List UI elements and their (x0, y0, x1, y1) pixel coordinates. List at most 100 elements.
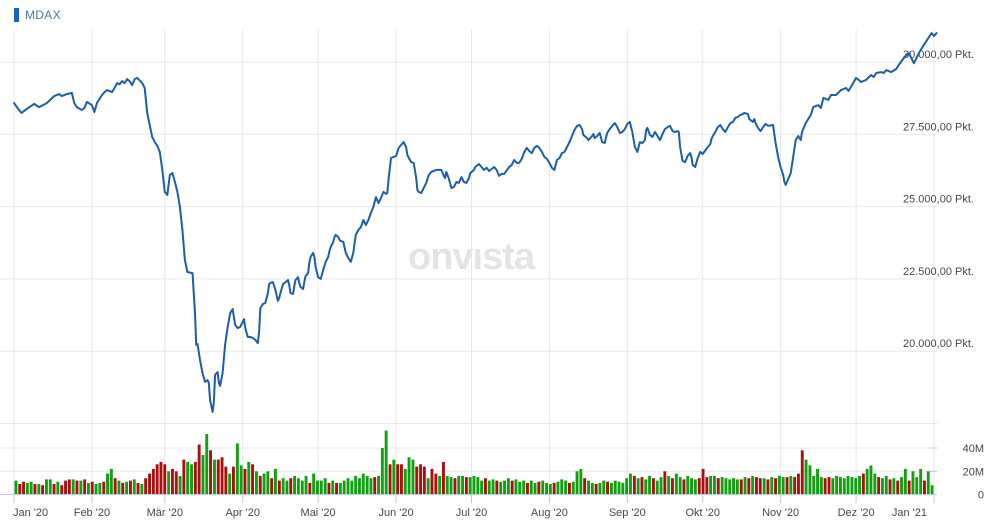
volume-bar (37, 484, 41, 495)
volume-bar (617, 481, 621, 495)
volume-bar (758, 478, 762, 495)
volume-bar (201, 455, 205, 495)
volume-bar (827, 477, 831, 495)
series-name: MDAX (25, 8, 61, 22)
volume-bar (316, 480, 319, 495)
volume-bar (751, 475, 755, 495)
volume-bar (373, 477, 377, 495)
volume-bar (804, 459, 808, 495)
volume-bar (235, 443, 239, 495)
series-legend[interactable]: MDAX (14, 8, 61, 22)
volume-bar (529, 480, 533, 495)
volume-bar (140, 484, 144, 495)
volume-bar (770, 477, 774, 495)
price-line (13, 32, 938, 413)
volume-bar (678, 477, 682, 495)
volume-axis-label: 20M (963, 466, 984, 478)
volume-bar (289, 478, 293, 495)
volume-bar (518, 481, 522, 495)
volume-bar (155, 464, 159, 495)
volume-bar (583, 478, 587, 495)
volume-bar (285, 480, 289, 495)
volume-bar (812, 475, 816, 495)
onvista-watermark: onvısta (408, 236, 535, 278)
volume-bar (514, 479, 518, 495)
volume-bar (621, 482, 625, 495)
volume-bar (151, 468, 155, 495)
volume-bar (171, 468, 174, 495)
volume-bar (774, 478, 777, 495)
volume-bar (923, 480, 926, 495)
volume-bar (655, 480, 659, 495)
volume-bar (556, 481, 560, 495)
volume-bar (781, 477, 785, 495)
volume-bar (590, 482, 594, 495)
volume-bar (29, 481, 33, 495)
volume-bar (251, 464, 254, 495)
volume-bar (881, 478, 884, 495)
volume-bar (850, 477, 854, 495)
volume-bar (422, 466, 426, 495)
volume-bar (213, 459, 216, 495)
volume-bar (64, 480, 67, 495)
volume-axis-label: 0 (978, 490, 984, 502)
volume-bar (232, 466, 235, 495)
volume-bar (858, 475, 861, 495)
volume-bar (846, 475, 850, 495)
volume-bar (545, 482, 548, 495)
volume-bar (67, 479, 71, 495)
volume-bar (854, 478, 858, 495)
x-axis-labels: Jan '20 Feb '20 Mär '20 Apr '20 Mai '20 Jun '… (13, 507, 927, 519)
volume-bar (835, 475, 839, 495)
volume-bar (266, 471, 270, 495)
volume-bar (888, 479, 892, 495)
volume-bar (83, 479, 87, 495)
volume-bar (709, 475, 713, 495)
x-axis-label: Nov '20 (762, 507, 799, 519)
price-gridlines: 30.000,00 Pkt. 27.500,00 Pkt. 25.000,00 Pk… (0, 49, 974, 424)
volume-bar (167, 471, 171, 495)
volume-bar (476, 477, 480, 495)
volume-bar (22, 481, 25, 495)
volume-bar (911, 471, 915, 495)
volume-bar (75, 480, 79, 495)
volume-bar (896, 480, 900, 495)
volume-bar (789, 475, 793, 495)
volume-bar (724, 478, 728, 495)
volume-bar (296, 478, 300, 495)
volume-bar (930, 485, 934, 495)
x-axis-label: Okt '20 (685, 507, 720, 519)
volume-bar (45, 479, 48, 495)
volume-bar (113, 478, 117, 495)
volume-bar (205, 434, 209, 495)
volume-bar (90, 481, 94, 495)
volume-bar (472, 475, 476, 495)
volume-bar (777, 475, 781, 495)
volume-bar (304, 475, 308, 495)
volume-bar (243, 468, 247, 495)
volume-bar (117, 480, 121, 495)
volume-bar (571, 481, 575, 495)
volume-bar (48, 479, 52, 495)
volume-bar (174, 471, 178, 495)
volume-bar (537, 481, 541, 495)
volume-bar (247, 461, 251, 495)
volume-bar (674, 473, 678, 495)
x-axis-label: Dez '20 (838, 507, 875, 519)
volume-bar (193, 461, 197, 495)
volume-bar (228, 473, 232, 495)
volume-bar (319, 480, 323, 495)
x-axis-label: Feb '20 (74, 507, 110, 519)
volume-bar (392, 459, 396, 495)
volume-bar (903, 468, 907, 495)
volume-bar (384, 430, 388, 495)
volume-bar (625, 478, 629, 495)
volume-bar (327, 482, 331, 495)
volume-bar (644, 479, 648, 495)
volume-bar (255, 471, 258, 495)
month-gridlines (13, 30, 935, 495)
volume-bar (94, 484, 98, 495)
volume-bar (274, 468, 277, 495)
volume-bar (102, 481, 106, 495)
